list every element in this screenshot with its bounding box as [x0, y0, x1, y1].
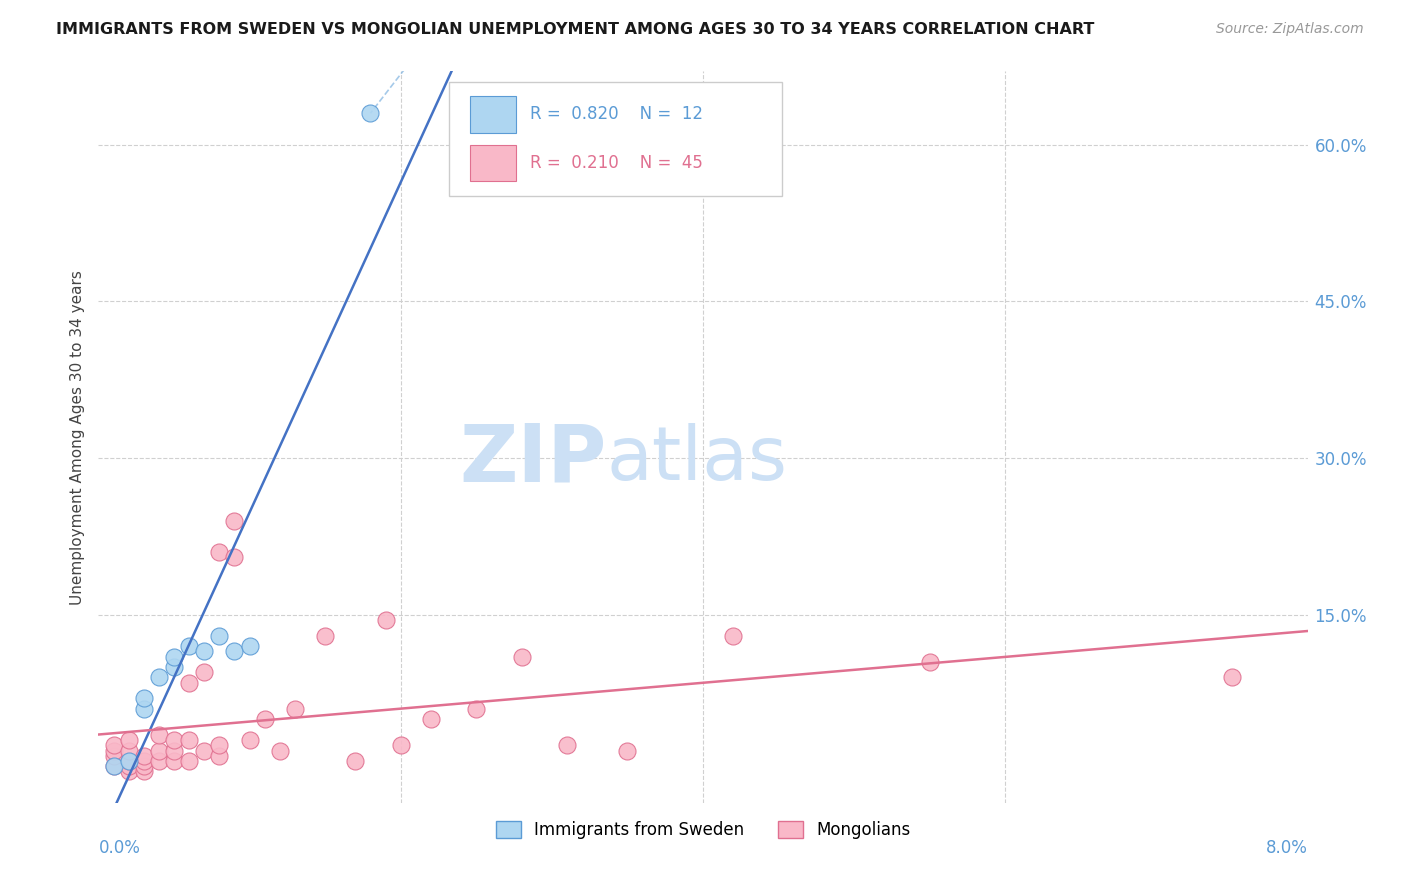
Point — [103, 759, 125, 773]
Point — [179, 754, 201, 768]
Point — [103, 748, 125, 763]
Point — [344, 754, 367, 768]
Point — [224, 514, 246, 528]
Point — [132, 754, 155, 768]
Point — [103, 743, 125, 757]
FancyBboxPatch shape — [470, 145, 516, 181]
Point — [723, 629, 745, 643]
Point — [163, 660, 186, 674]
Point — [132, 748, 155, 763]
Point — [103, 739, 125, 753]
Point — [163, 649, 186, 664]
Point — [389, 739, 412, 753]
Point — [118, 733, 141, 747]
Point — [132, 764, 155, 779]
Text: ZIP: ZIP — [458, 420, 606, 498]
Text: 0.0%: 0.0% — [98, 839, 141, 857]
Point — [555, 739, 578, 753]
Point — [239, 733, 262, 747]
Point — [239, 639, 262, 653]
Point — [284, 702, 307, 716]
Point — [118, 743, 141, 757]
Point — [118, 764, 141, 779]
Point — [208, 629, 231, 643]
Point — [118, 754, 141, 768]
Point — [510, 649, 533, 664]
Point — [118, 754, 141, 768]
Point — [616, 743, 638, 757]
Point — [420, 712, 443, 726]
Point — [148, 728, 170, 742]
Point — [163, 743, 186, 757]
Point — [224, 550, 246, 565]
Point — [148, 670, 170, 684]
Legend: Immigrants from Sweden, Mongolians: Immigrants from Sweden, Mongolians — [489, 814, 917, 846]
Point — [132, 691, 155, 706]
Text: R =  0.820    N =  12: R = 0.820 N = 12 — [530, 105, 703, 123]
Point — [179, 639, 201, 653]
Point — [179, 733, 201, 747]
Point — [465, 702, 488, 716]
FancyBboxPatch shape — [470, 96, 516, 133]
Text: Source: ZipAtlas.com: Source: ZipAtlas.com — [1216, 22, 1364, 37]
Point — [208, 739, 231, 753]
Point — [163, 754, 186, 768]
Point — [179, 675, 201, 690]
Point — [314, 629, 336, 643]
Point — [224, 644, 246, 658]
Point — [208, 748, 231, 763]
Point — [193, 644, 215, 658]
Text: IMMIGRANTS FROM SWEDEN VS MONGOLIAN UNEMPLOYMENT AMONG AGES 30 TO 34 YEARS CORRE: IMMIGRANTS FROM SWEDEN VS MONGOLIAN UNEM… — [56, 22, 1095, 37]
Point — [193, 743, 215, 757]
Point — [269, 743, 291, 757]
FancyBboxPatch shape — [449, 82, 782, 195]
Point — [253, 712, 276, 726]
Point — [1220, 670, 1243, 684]
Point — [193, 665, 215, 680]
Point — [208, 545, 231, 559]
Point — [103, 759, 125, 773]
Point — [148, 754, 170, 768]
Point — [132, 702, 155, 716]
Point — [360, 106, 382, 120]
Point — [118, 759, 141, 773]
Point — [163, 733, 186, 747]
Point — [148, 743, 170, 757]
Text: R =  0.210    N =  45: R = 0.210 N = 45 — [530, 154, 703, 172]
Text: atlas: atlas — [606, 423, 787, 496]
Y-axis label: Unemployment Among Ages 30 to 34 years: Unemployment Among Ages 30 to 34 years — [69, 269, 84, 605]
Point — [374, 613, 396, 627]
Text: 8.0%: 8.0% — [1265, 839, 1308, 857]
Point — [918, 655, 941, 669]
Point — [132, 759, 155, 773]
